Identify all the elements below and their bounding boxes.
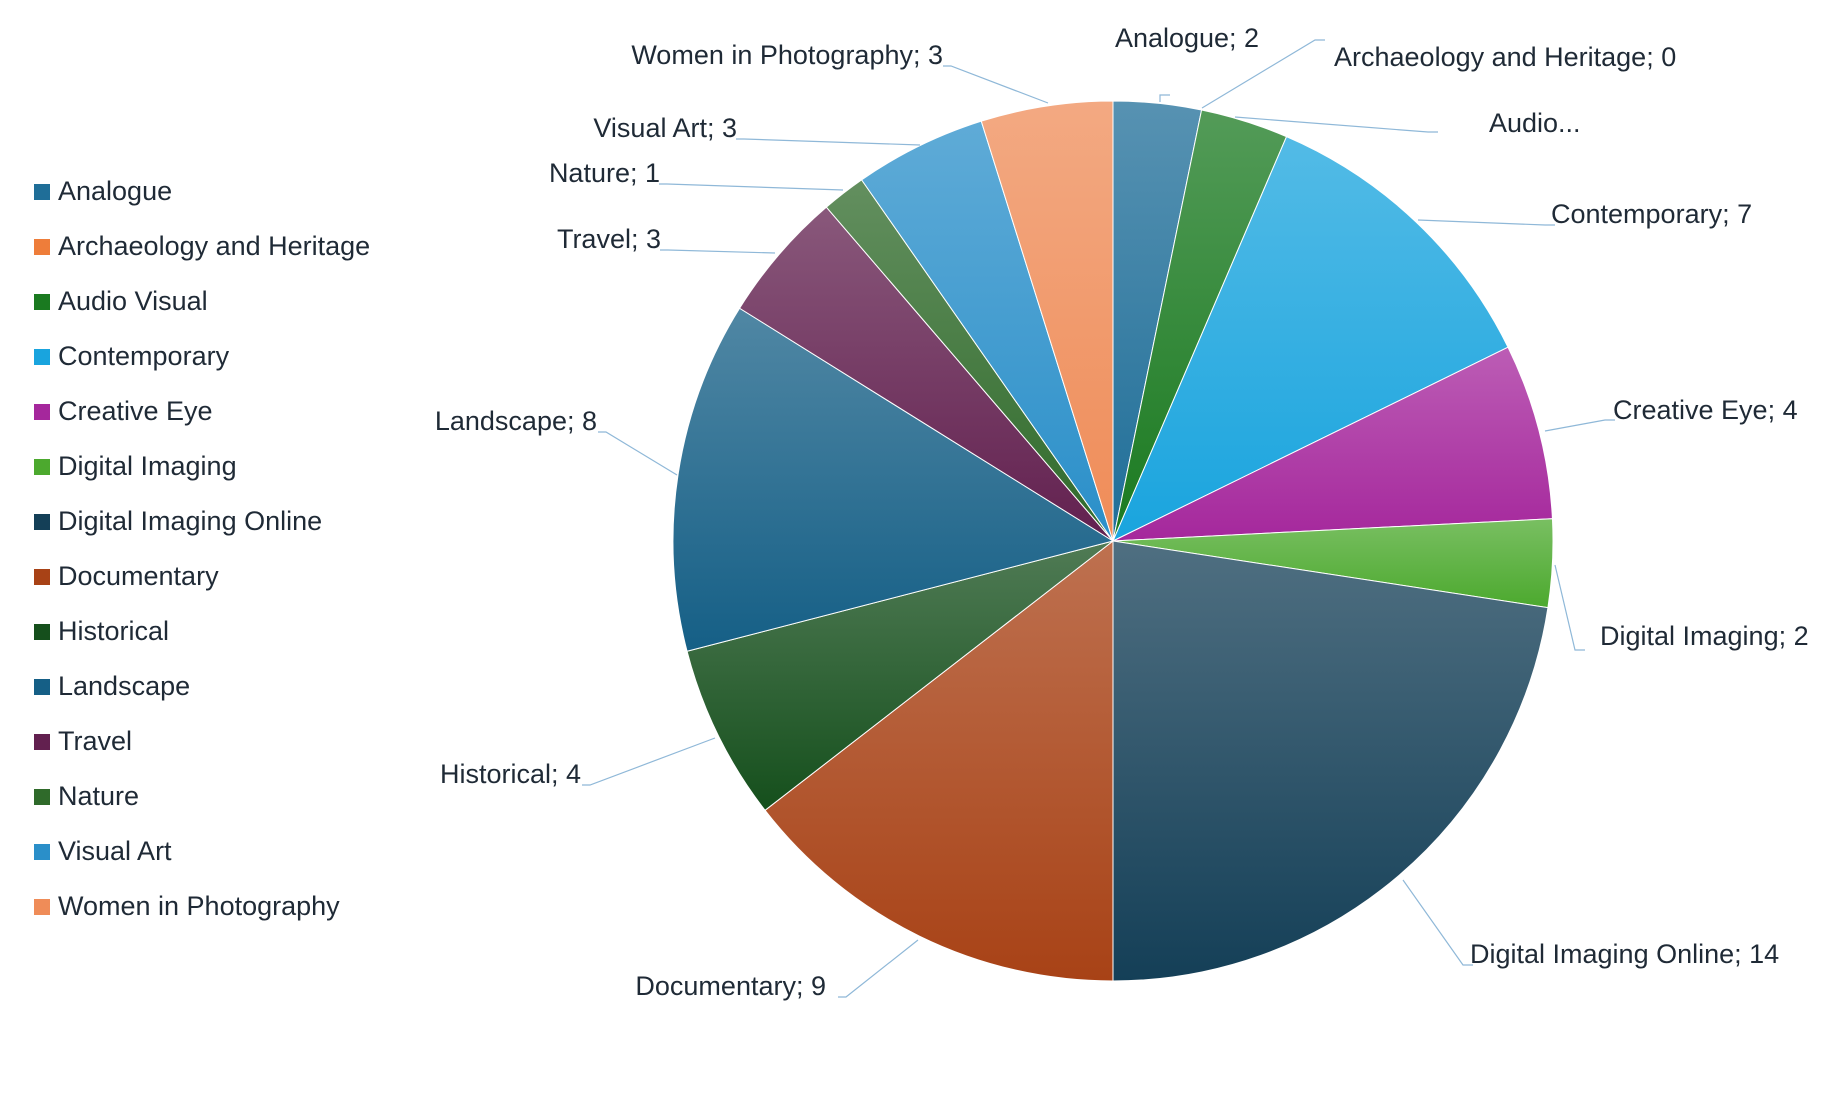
data-label-documentary: Documentary; 9 [635, 971, 826, 1001]
legend-swatch [34, 788, 50, 805]
leader-line-contemporary [1417, 219, 1555, 226]
pie-slice-landscape [672, 307, 1115, 652]
data-label-visual-art: Visual Art; 3 [593, 113, 737, 143]
data-label-nature: Nature; 1 [549, 158, 660, 188]
legend-label: Archaeology and Heritage [58, 231, 371, 261]
data-label-creative-eye: Creative Eye; 4 [1613, 395, 1798, 425]
leader-line-digital-imaging-online [1402, 879, 1473, 966]
legend-item-creative-eye: Creative Eye [34, 384, 370, 439]
pie-slice-contemporary [1112, 136, 1509, 543]
legend-label: Analogue [58, 176, 173, 206]
data-label-landscape: Landscape; 8 [435, 406, 597, 436]
legend-swatch [34, 513, 50, 530]
legend-item-audio-visual: Audio Visual [34, 274, 370, 329]
legend-swatch [34, 293, 50, 310]
legend-swatch [34, 678, 50, 695]
legend-label: Nature [58, 781, 140, 811]
pie-slice-digital-imaging-online [1112, 540, 1549, 982]
legend-swatch [34, 183, 50, 200]
legend-swatch [34, 898, 50, 915]
leader-line-analogue [1159, 94, 1170, 102]
leader-line-visual-art [736, 138, 921, 146]
legend-item-visual-art: Visual Art [34, 824, 370, 879]
data-label-audio-visual: Audio... [1489, 108, 1581, 138]
legend-item-travel: Travel [34, 714, 370, 769]
legend-label: Visual Art [58, 836, 172, 866]
legend-label: Historical [58, 616, 170, 646]
leader-line-documentary [838, 939, 919, 998]
legend-label: Digital Imaging Online [58, 506, 323, 536]
data-label-historical: Historical; 4 [440, 759, 581, 789]
pie-slice-creative-eye [1112, 346, 1553, 542]
data-label-digital-imaging-online: Digital Imaging Online; 14 [1470, 939, 1779, 969]
legend-swatch [34, 458, 50, 475]
pie-slice-documentary [764, 539, 1114, 982]
legend-swatch [34, 348, 50, 365]
legend-label: Landscape [58, 671, 191, 701]
legend-item-digital-imaging: Digital Imaging [34, 439, 370, 494]
legend-swatch [34, 403, 50, 420]
data-label-women-in-photography: Women in Photography; 3 [631, 40, 943, 70]
legend-item-documentary: Documentary [34, 549, 370, 604]
leader-line-landscape [598, 431, 678, 476]
data-label-archaeology-and-heritage: Archaeology and Heritage; 0 [1334, 42, 1676, 72]
legend-label: Digital Imaging [58, 451, 237, 481]
legend-item-analogue: Analogue [34, 164, 370, 219]
data-label-contemporary: Contemporary; 7 [1551, 199, 1752, 229]
legend-swatch [34, 623, 50, 640]
data-label-digital-imaging: Digital Imaging; 2 [1600, 621, 1809, 651]
legend-item-historical: Historical [34, 604, 370, 659]
leader-line-creative-eye [1544, 419, 1615, 432]
leader-line-nature [659, 183, 844, 191]
legend-label: Women in Photography [58, 891, 340, 921]
legend-swatch [34, 568, 50, 585]
legend-item-nature: Nature [34, 769, 370, 824]
legend-item-women-in-photography: Women in Photography [34, 879, 370, 934]
legend-swatch [34, 843, 50, 860]
legend-label: Audio Visual [58, 286, 208, 316]
data-label-travel: Travel; 3 [557, 224, 661, 254]
leader-line-archaeology-and-heritage [1201, 39, 1325, 109]
leader-line-travel [660, 249, 776, 254]
legend-label: Creative Eye [58, 396, 213, 426]
leader-line-women-in-photography [943, 65, 1049, 104]
legend-item-contemporary: Contemporary [34, 329, 370, 384]
legend-label: Contemporary [58, 341, 230, 371]
data-label-analogue: Analogue; 2 [1115, 23, 1259, 53]
legend-item-digital-imaging-online: Digital Imaging Online [34, 494, 370, 549]
legend-label: Documentary [58, 561, 219, 591]
leader-line-digital-imaging [1554, 564, 1585, 651]
pie-slice-historical [686, 540, 1114, 812]
chart-legend: Analogue Archaeology and Heritage Audio Vi… [34, 164, 370, 934]
legend-label: Travel [58, 726, 133, 756]
legend-item-landscape: Landscape [34, 659, 370, 714]
legend-swatch [34, 238, 50, 255]
pie-slice-women-in-photography [980, 100, 1114, 542]
legend-item-archaeology-and-heritage: Archaeology and Heritage [34, 219, 370, 274]
legend-swatch [34, 733, 50, 750]
leader-line-historical [582, 737, 716, 786]
leader-line-audio-visual [1234, 116, 1438, 133]
